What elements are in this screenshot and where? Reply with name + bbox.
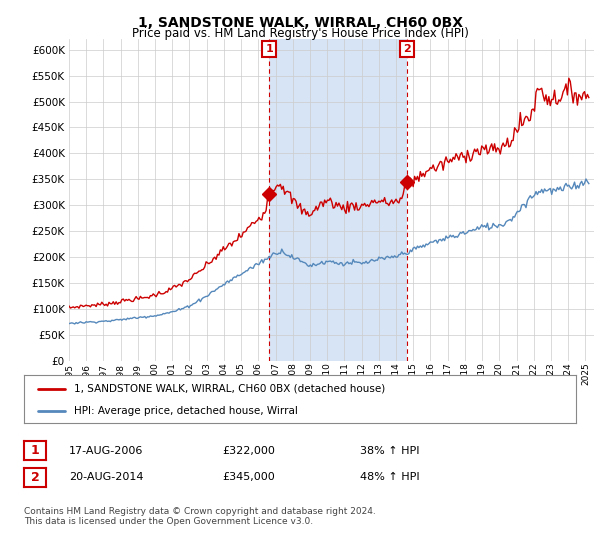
Text: 1: 1 <box>265 44 273 54</box>
Text: Price paid vs. HM Land Registry's House Price Index (HPI): Price paid vs. HM Land Registry's House … <box>131 27 469 40</box>
Text: 38% ↑ HPI: 38% ↑ HPI <box>360 446 419 456</box>
Text: 1, SANDSTONE WALK, WIRRAL, CH60 0BX: 1, SANDSTONE WALK, WIRRAL, CH60 0BX <box>137 16 463 30</box>
Text: 48% ↑ HPI: 48% ↑ HPI <box>360 472 419 482</box>
Text: 17-AUG-2006: 17-AUG-2006 <box>69 446 143 456</box>
Text: 1, SANDSTONE WALK, WIRRAL, CH60 0BX (detached house): 1, SANDSTONE WALK, WIRRAL, CH60 0BX (det… <box>74 384 385 394</box>
Text: 2: 2 <box>403 44 411 54</box>
Text: £345,000: £345,000 <box>222 472 275 482</box>
Bar <box>269 39 407 361</box>
Text: 20-AUG-2014: 20-AUG-2014 <box>69 472 143 482</box>
Text: 1: 1 <box>31 444 40 458</box>
Text: £322,000: £322,000 <box>222 446 275 456</box>
Text: 2: 2 <box>31 470 40 484</box>
Text: Contains HM Land Registry data © Crown copyright and database right 2024.
This d: Contains HM Land Registry data © Crown c… <box>24 507 376 526</box>
Text: HPI: Average price, detached house, Wirral: HPI: Average price, detached house, Wirr… <box>74 406 298 416</box>
